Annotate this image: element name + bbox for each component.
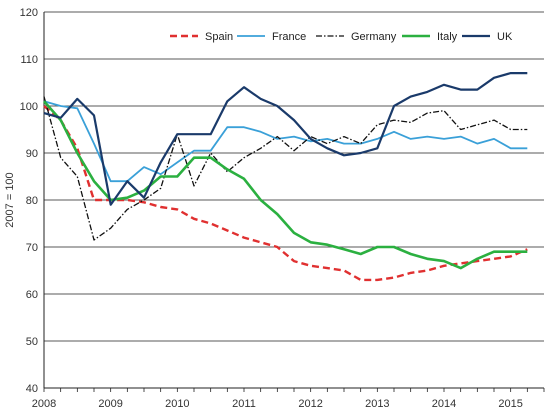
y-axis-label: 2007 = 100 — [4, 172, 16, 227]
x-tick-label: 2013 — [365, 398, 389, 410]
y-axis-ticks: 40 50 60 70 80 90 100 110 120 — [20, 7, 38, 395]
legend-label-uk: UK — [497, 31, 513, 43]
y-tick-label: 70 — [26, 242, 38, 254]
y-tick-label: 40 — [26, 383, 38, 395]
y-tick-label: 60 — [26, 289, 38, 301]
y-tick-label: 50 — [26, 336, 38, 348]
series-line-france — [43, 100, 528, 183]
series-line-spain — [43, 105, 528, 282]
x-axis-ticks: 2008 2009 2010 2011 2012 2013 2014 2015 — [32, 398, 523, 410]
x-tick-label: 2011 — [232, 398, 256, 410]
x-tick-label: 2012 — [298, 398, 322, 410]
legend-label-italy: Italy — [437, 31, 458, 43]
legend: Spain France Germany Italy UK — [170, 31, 513, 43]
gridlines — [44, 11, 544, 342]
x-tick-label: 2015 — [498, 398, 522, 410]
y-tick-label: 120 — [20, 7, 38, 19]
legend-label-spain: Spain — [205, 31, 233, 43]
y-tick-label: 90 — [26, 148, 38, 160]
legend-label-france: France — [272, 31, 306, 43]
x-tick-label: 2010 — [165, 398, 189, 410]
series-line-uk — [43, 71, 528, 206]
y-tick-label: 100 — [20, 101, 38, 113]
y-tick-label: 80 — [26, 195, 38, 207]
x-tick-label: 2014 — [432, 398, 456, 410]
x-tick-label: 2009 — [98, 398, 122, 410]
x-tick-label: 2008 — [32, 398, 56, 410]
series-line-italy — [43, 100, 528, 270]
legend-label-germany: Germany — [351, 31, 397, 43]
y-tick-label: 110 — [20, 54, 38, 66]
series-line-germany — [43, 96, 528, 241]
axes — [43, 12, 545, 392]
series-lines — [43, 71, 528, 282]
